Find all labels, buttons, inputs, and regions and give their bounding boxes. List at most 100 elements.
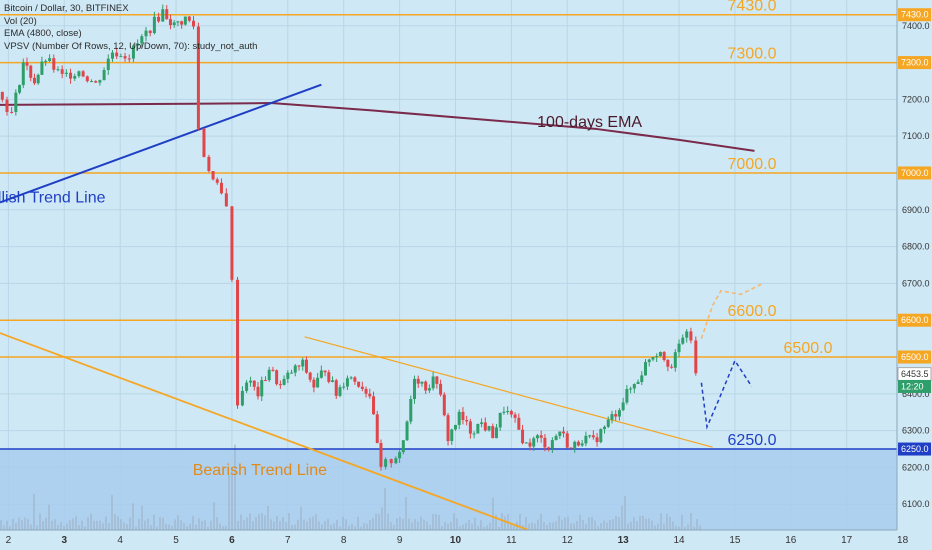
candle-body xyxy=(48,58,52,61)
indicator-ema[interactable]: EMA (4800, close) xyxy=(4,28,82,39)
volume-bar xyxy=(75,516,77,530)
volume-bar xyxy=(72,518,74,530)
candle-body xyxy=(491,426,495,439)
volume-bar xyxy=(372,518,374,530)
candle-body xyxy=(60,69,64,74)
annotation-label: Bullish Trend Line xyxy=(0,189,106,206)
candle-body xyxy=(211,171,215,180)
candle-body xyxy=(14,92,18,112)
volume-bar xyxy=(54,519,56,530)
volume-bar xyxy=(207,526,209,530)
volume-bar xyxy=(444,522,446,530)
candle-body xyxy=(398,452,402,459)
candle-body xyxy=(94,81,98,83)
volume-bars xyxy=(0,444,701,530)
volume-bar xyxy=(438,514,440,530)
volume-bar xyxy=(210,520,212,530)
volume-bar xyxy=(690,513,692,530)
price-badge xyxy=(898,8,931,22)
price-badge-label: 6250.0 xyxy=(901,444,929,454)
volume-bar xyxy=(60,522,62,530)
volume-bar xyxy=(447,523,449,530)
symbol-title[interactable]: Bitcoin / Dollar, 30, BITFINEX xyxy=(4,3,129,14)
volume-bar xyxy=(126,523,128,530)
candle-body xyxy=(196,26,200,129)
volume-bar xyxy=(6,520,8,530)
candle-body xyxy=(312,379,316,388)
candle-body xyxy=(655,356,659,358)
candle-body xyxy=(580,443,584,446)
volume-bar xyxy=(552,522,554,530)
volume-bar xyxy=(132,503,134,530)
volume-bar xyxy=(96,520,98,530)
candle-body xyxy=(44,60,48,62)
volume-bar xyxy=(231,468,233,530)
candle-body xyxy=(256,386,260,397)
volume-bar xyxy=(309,517,311,530)
time-axis-bg xyxy=(0,530,932,550)
volume-bar xyxy=(339,526,341,530)
candle-body xyxy=(267,369,271,381)
candle-body xyxy=(131,45,135,59)
volume-bar xyxy=(156,526,158,530)
volume-bar xyxy=(279,520,281,530)
price-tick-label: 6100.0 xyxy=(902,499,930,509)
candle-body xyxy=(405,421,409,441)
volume-bar xyxy=(12,518,14,530)
volume-bar xyxy=(189,523,191,530)
candle-body xyxy=(439,383,443,395)
volume-bar xyxy=(270,519,272,530)
volume-bar xyxy=(243,520,245,530)
volume-bar xyxy=(27,519,29,530)
candle-body xyxy=(5,99,9,112)
volume-bar xyxy=(204,520,206,530)
volume-bar xyxy=(468,519,470,530)
volume-bar xyxy=(495,514,497,530)
volume-bar xyxy=(18,517,20,530)
volume-bar xyxy=(93,520,95,530)
volume-bar xyxy=(513,526,515,530)
candle-body xyxy=(625,389,629,403)
volume-bar xyxy=(183,523,185,530)
indicator-vpsv[interactable]: VPSV (Number Of Rows, 12, Up/Down, 70): … xyxy=(4,40,258,52)
candle-body xyxy=(98,80,102,83)
candle-body xyxy=(106,58,110,70)
candle-body xyxy=(584,435,588,444)
candle-body xyxy=(636,381,640,384)
time-tick-label: 5 xyxy=(173,535,179,546)
price-axis[interactable]: 6100.0 6200.0 6300.0 6400.0 6500.0 6600.0 6700… xyxy=(896,0,932,550)
candle-body xyxy=(565,433,569,448)
candle-body xyxy=(18,85,22,93)
candle-body xyxy=(293,365,297,373)
candle-body xyxy=(353,377,357,382)
volume-bar xyxy=(630,521,632,530)
price-tick-label: 7400.0 xyxy=(902,21,930,31)
indicator-vol[interactable]: Vol (20) xyxy=(4,15,37,27)
volume-bar xyxy=(48,504,50,530)
candle-body xyxy=(685,331,689,338)
volume-bar xyxy=(684,526,686,530)
candle-body xyxy=(498,412,502,428)
candle-body xyxy=(224,193,228,207)
candle-body xyxy=(517,417,521,430)
volume-bar xyxy=(198,518,200,530)
candle-body xyxy=(236,279,240,406)
candle-body xyxy=(219,182,223,194)
candle-body xyxy=(483,422,487,431)
volume-bar xyxy=(588,517,590,530)
volume-bar xyxy=(177,515,179,530)
time-tick-label: 4 xyxy=(117,535,123,546)
candle-body xyxy=(554,435,558,441)
candle-body xyxy=(152,16,156,34)
candle-body xyxy=(375,414,379,444)
time-axis[interactable]: 2 3 4 5 6 7 8 9 10 11 12 13 14 15 16 17 18 xyxy=(0,529,932,550)
candle-body xyxy=(465,420,469,422)
candle-body xyxy=(357,381,361,387)
volume-bar xyxy=(21,520,23,530)
level-label: 7430.0 xyxy=(728,0,777,15)
volume-bar xyxy=(492,497,494,530)
volume-bar xyxy=(432,514,434,530)
candle-body xyxy=(168,19,172,26)
candle-body xyxy=(547,447,551,449)
